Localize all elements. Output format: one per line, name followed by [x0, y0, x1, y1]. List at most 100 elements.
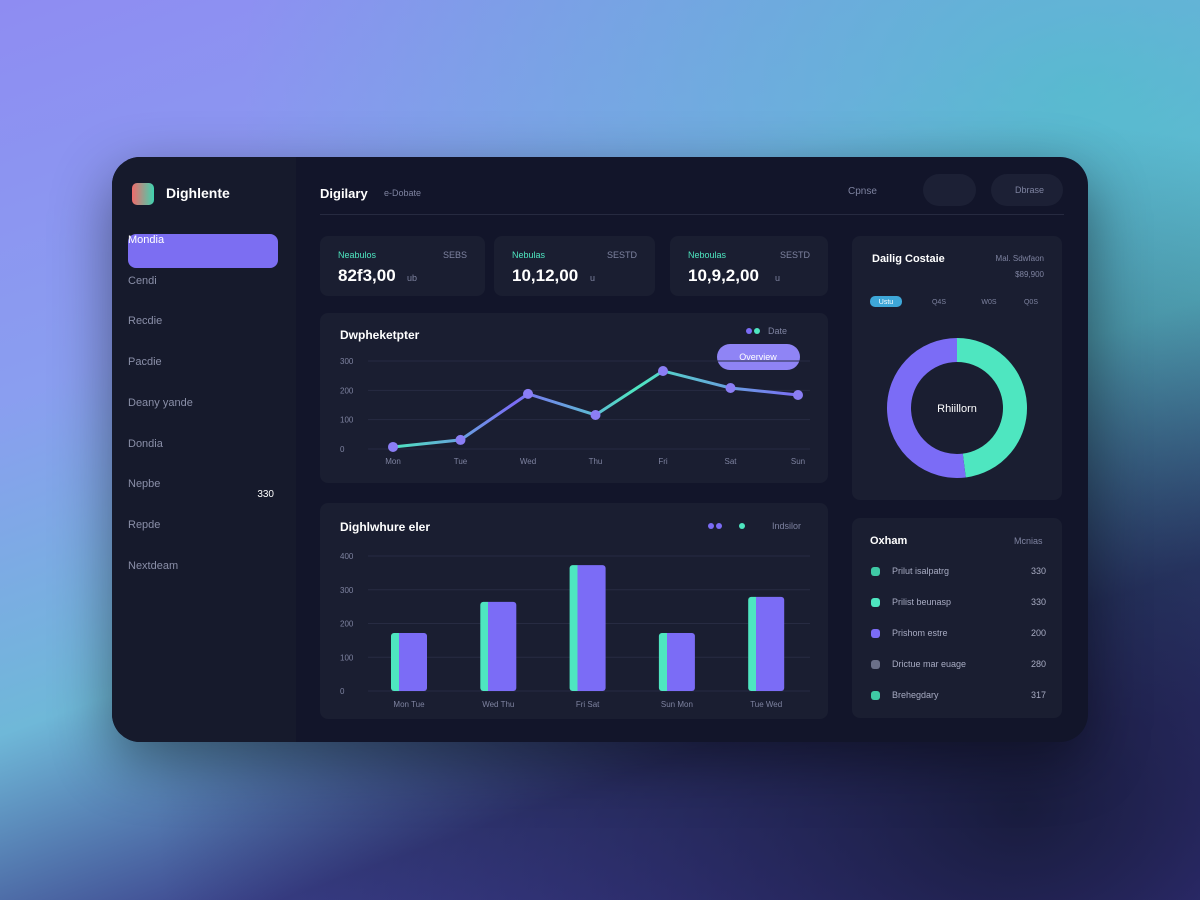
tab[interactable]: Q0S	[1024, 299, 1038, 306]
tab[interactable]: W0S	[981, 299, 997, 306]
nav-badge: 330	[257, 489, 274, 501]
list-label: Prilist beunasp	[892, 597, 952, 607]
bar-chart: Dighlwhure eler Indsilor 0 100 200 300 400 Mon …	[340, 520, 810, 709]
nav-item[interactable]: Deany yande	[128, 397, 278, 431]
list-marker	[871, 567, 880, 576]
bar	[658, 632, 695, 691]
nav-label: Nextdeam	[128, 559, 179, 572]
nav-item[interactable]: Recdie	[128, 315, 278, 349]
bar	[748, 596, 785, 691]
list-value: 200	[1030, 628, 1046, 638]
list-label: Prishom estre	[892, 628, 948, 638]
y-tick-label: 0	[340, 687, 345, 696]
legend-dot	[708, 523, 714, 529]
x-tick-label: Sun Mon	[661, 700, 693, 709]
icon-button[interactable]	[923, 174, 976, 206]
nav-item[interactable]: Nextdeam	[128, 560, 278, 594]
list-label: Prilut isalpatrg	[892, 566, 950, 576]
stat-unit: u	[775, 273, 781, 283]
y-tick-label: 300	[340, 357, 354, 366]
nav-item[interactable]: Pacdie	[128, 356, 278, 390]
divider	[320, 214, 1064, 215]
list-label: Brehegdary	[892, 690, 939, 700]
legend-dot	[739, 523, 745, 529]
chart-title: Dailig Costaie	[872, 253, 945, 265]
point	[388, 441, 398, 452]
donut-segment	[887, 338, 966, 478]
point	[590, 409, 601, 420]
tab[interactable]: Ustu	[879, 299, 894, 306]
dashboard: Dighlente Mondia Cendi Recdie Pacdie Deany y…	[112, 157, 1088, 742]
list-marker	[871, 598, 880, 607]
legend-dot	[716, 523, 722, 529]
nav-item[interactable]: Mondia	[128, 234, 278, 268]
stat-value: 10,12,00	[512, 266, 579, 285]
point	[725, 382, 736, 393]
x-tick-label: Sun	[791, 457, 805, 466]
nav-label: Cendi	[128, 274, 157, 287]
nav-label: Mondia	[128, 234, 165, 246]
y-tick-label: 200	[340, 620, 354, 629]
y-tick-label: 300	[340, 586, 354, 595]
x-tick-label: Thu	[589, 457, 603, 466]
tab-active	[870, 296, 902, 307]
nav-label: Nepbe	[128, 478, 161, 491]
point	[658, 365, 668, 376]
legend-dot	[754, 328, 760, 334]
list-marker	[871, 660, 880, 669]
legend-label: Date	[768, 326, 787, 336]
sidebar: Dighlente Mondia Cendi Recdie Pacdie Deany y…	[112, 157, 296, 742]
header-subtitle: e-Dobate	[384, 188, 422, 198]
nav-item[interactable]: Dondia	[128, 438, 278, 472]
list-value: 317	[1030, 690, 1046, 700]
nav-item[interactable]: Repde	[128, 519, 278, 553]
stat-note: SEBS	[442, 250, 467, 260]
donut-center: Rhiillorn	[937, 403, 977, 415]
stat-note: SESTD	[606, 250, 637, 260]
list-card: Oxham Mcnias Prilut isalpatrg 330 Prilist …	[852, 518, 1062, 718]
legend-dot	[746, 328, 752, 334]
point	[455, 434, 466, 445]
button-label: Overview	[739, 352, 777, 362]
point	[793, 390, 803, 401]
chart-subtitle: Mal. Sdwfaon	[996, 254, 1044, 263]
point	[523, 388, 533, 399]
line-chart: Dwpheketpter Date Overview 0 100 200 300 Mon Tue…	[340, 326, 810, 466]
stat-unit: u	[590, 273, 596, 283]
legend-label: Indsilor	[772, 521, 801, 531]
list-value: 330	[1030, 566, 1046, 576]
stat-label: Nebulas	[512, 250, 546, 260]
list-value: 280	[1030, 659, 1046, 669]
nav-item[interactable]: Cendi	[128, 275, 278, 309]
stat-card: Neabulos SEBS 82f3,00 ub	[320, 236, 485, 296]
stat-card: Neboulas SESTD 10,9,2,00 u	[670, 236, 828, 296]
nav-item[interactable]: Nepbe 330	[128, 478, 278, 512]
tab[interactable]: Q4S	[932, 299, 946, 306]
app-name: Dighlente	[166, 185, 230, 201]
list-tag: Mcnias	[1014, 536, 1043, 546]
overview-button[interactable]	[717, 344, 800, 370]
stat-label: Neabulos	[338, 250, 377, 260]
x-tick-label: Sat	[724, 457, 737, 466]
chart-title: Dighlwhure eler	[340, 520, 430, 534]
line-card: Dwpheketpter Date Overview 0 100 200 300 Mon Tue…	[320, 313, 828, 483]
user-button[interactable]: Dbrase	[991, 174, 1063, 206]
y-tick-label: 100	[340, 653, 354, 662]
y-tick-label: 200	[340, 386, 354, 395]
nav-label: Recdie	[128, 315, 163, 328]
nav-label: Repde	[128, 518, 161, 531]
nav-label: Pacdie	[128, 356, 162, 369]
x-tick-label: Fri	[658, 457, 668, 466]
x-tick-label: Tue	[454, 457, 468, 466]
chart-note: $89,900	[1015, 270, 1044, 279]
x-tick-label: Fri Sat	[576, 700, 600, 709]
stat-value: 82f3,00	[338, 266, 396, 285]
nav-label: Deany yande	[128, 396, 193, 409]
search[interactable]: Cpnse	[848, 186, 877, 197]
x-tick-label: Mon	[385, 457, 401, 466]
x-tick-label: Tue Wed	[750, 700, 782, 709]
list-marker	[871, 691, 880, 700]
donut-card: Dailig Costaie Mal. Sdwfaon $89,900 Ustu Q4S…	[852, 236, 1062, 500]
x-tick-label: Wed	[520, 457, 536, 466]
